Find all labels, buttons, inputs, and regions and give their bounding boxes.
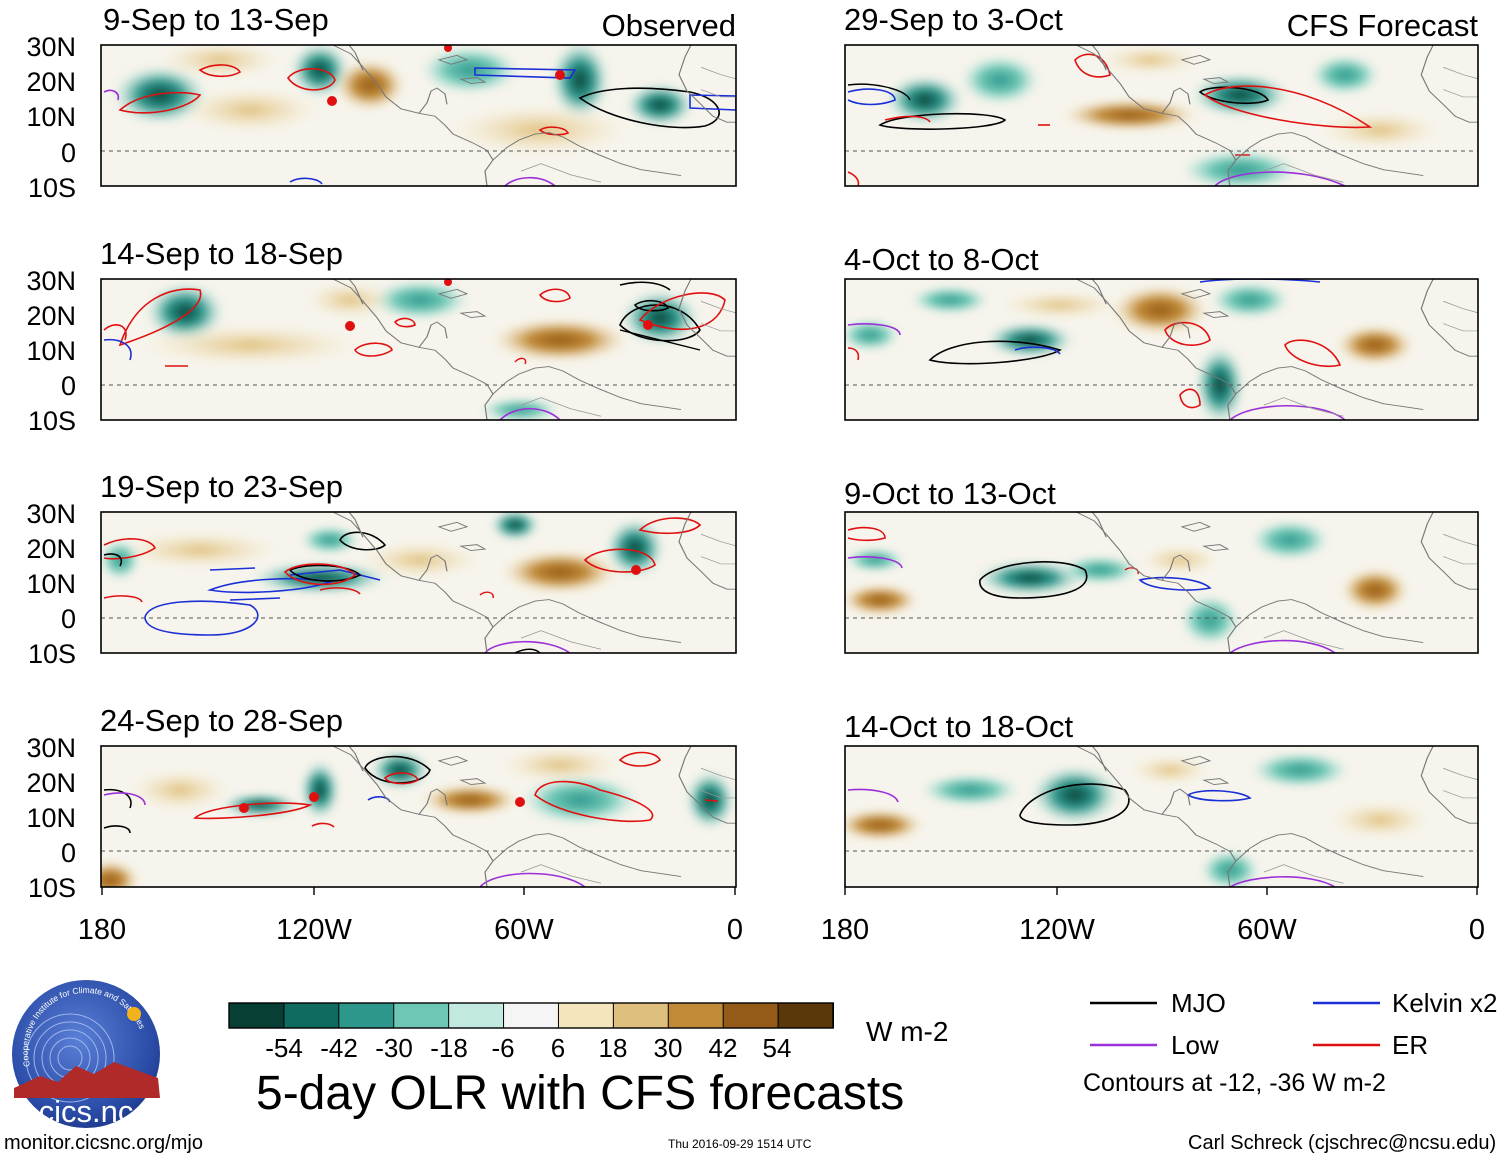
colorbar-label: 42 <box>708 1033 738 1063</box>
colorbar-label: -6 <box>491 1033 515 1063</box>
contour-lines <box>103 281 726 420</box>
lon-label: 120W <box>276 914 352 946</box>
colorbar-swatch <box>777 1002 834 1029</box>
lon-label: 180 <box>77 914 127 946</box>
lon-label: 60W <box>494 914 554 946</box>
colorbar-swatch <box>722 1002 780 1029</box>
lat-label: 10S <box>27 873 76 903</box>
map-panel-fc-3 <box>845 512 1478 653</box>
lat-label: 10N <box>26 102 76 132</box>
colorbar <box>228 1002 834 1029</box>
map-panel-fc-4 <box>845 746 1478 887</box>
cics-logo-icon: Cooperative Institute for Climate and Sa… <box>12 980 160 1129</box>
lat-label: 0 <box>60 138 76 168</box>
colorbar-label: 30 <box>653 1033 683 1063</box>
lat-label: 10N <box>26 803 76 833</box>
colorbar-swatch <box>667 1002 725 1029</box>
map-panel-fc-2 <box>845 279 1478 420</box>
legend-note: Contours at -12, -36 W m-2 <box>1083 1069 1386 1097</box>
logo-text: cics.nc <box>39 1094 134 1129</box>
colorbar-swatch <box>612 1002 670 1029</box>
map-panel-obs-1 <box>101 45 736 186</box>
storm-marker-icon <box>309 792 319 802</box>
storm-marker-icon <box>631 565 641 575</box>
colorbar-swatch <box>228 1002 285 1029</box>
contour-lines <box>847 526 1336 653</box>
storm-marker-icon <box>327 96 337 106</box>
lon-label: 0 <box>1468 914 1486 946</box>
map-panel-fc-1 <box>845 45 1478 186</box>
map-panel-obs-3 <box>101 512 736 653</box>
axis-ticks <box>101 887 1478 895</box>
lat-label: 20N <box>26 534 76 564</box>
lon-label: 180 <box>820 914 870 946</box>
lat-label: 10S <box>27 639 76 669</box>
storm-marker-icon <box>515 797 525 807</box>
colorbar-units: W m-2 <box>866 1016 949 1047</box>
lat-label: 0 <box>60 838 76 868</box>
storm-marker-icon <box>444 45 452 52</box>
main-title: 5-day OLR with CFS forecasts <box>256 1067 905 1120</box>
legend-label-kelvin: Kelvin x2 <box>1392 988 1498 1018</box>
colorbar-label: -42 <box>320 1033 358 1063</box>
panel-title-obs-4: 24-Sep to 28-Sep <box>100 703 344 738</box>
storm-marker-icon <box>643 320 653 330</box>
lon-label: 0 <box>726 914 744 946</box>
colorbar-label: -54 <box>265 1033 303 1063</box>
storm-marker-icon <box>345 321 355 331</box>
lon-label: 60W <box>1237 914 1297 946</box>
lat-label: 30N <box>26 32 76 62</box>
footer-author: Carl Schreck (cjschrec@ncsu.edu) <box>1188 1132 1497 1154</box>
panel-title-obs-2: 14-Sep to 18-Sep <box>100 236 344 271</box>
colorbar-swatch <box>503 1002 560 1029</box>
contour-lines <box>847 53 1373 186</box>
storm-marker-icon <box>555 70 565 80</box>
lat-label: 0 <box>60 371 76 401</box>
colorbar-label: 18 <box>598 1033 628 1063</box>
legend-swatches <box>1090 1001 1380 1047</box>
lat-label: 10N <box>26 569 76 599</box>
lat-label: 20N <box>26 67 76 97</box>
contour-lines <box>847 783 1336 887</box>
lat-label: 10S <box>27 406 76 436</box>
colorbar-swatch <box>338 1002 395 1029</box>
lat-label: 10S <box>27 173 76 203</box>
lat-label: 30N <box>26 266 76 296</box>
colorbar-swatch <box>393 1002 450 1029</box>
map-panel-obs-2 <box>101 279 736 420</box>
contour-lines <box>103 64 736 186</box>
panel-title-obs-1: 9-Sep to 13-Sep <box>103 2 329 37</box>
colorbar-swatch <box>448 1002 505 1029</box>
observed-label: Observed <box>601 8 736 43</box>
forecast-label: CFS Forecast <box>1286 8 1478 43</box>
contour-lines <box>103 517 702 653</box>
lat-label: 30N <box>26 499 76 529</box>
colorbar-swatch <box>283 1002 340 1029</box>
panel-title-fc-3: 9-Oct to 13-Oct <box>844 476 1056 511</box>
lat-label: 20N <box>26 301 76 331</box>
colorbar-swatch <box>557 1002 615 1029</box>
colorbar-label: -30 <box>375 1033 413 1063</box>
map-panel-obs-4 <box>101 746 736 887</box>
colorbar-label: -18 <box>430 1033 468 1063</box>
lon-label: 120W <box>1019 914 1095 946</box>
legend-label-low: Low <box>1171 1030 1219 1060</box>
colorbar-label: 54 <box>762 1033 792 1063</box>
legend-label-er: ER <box>1392 1030 1429 1060</box>
panel-title-obs-3: 19-Sep to 23-Sep <box>100 469 344 504</box>
panel-title-fc-2: 4-Oct to 8-Oct <box>844 242 1039 277</box>
legend-label-mjo: MJO <box>1171 988 1226 1018</box>
lat-label: 10N <box>26 336 76 366</box>
storm-marker-icon <box>239 803 249 813</box>
footer-timestamp: Thu 2016-09-29 1514 UTC <box>668 1137 812 1151</box>
panel-title-fc-4: 14-Oct to 18-Oct <box>844 709 1074 744</box>
lat-label: 0 <box>60 604 76 634</box>
footer-url[interactable]: monitor.cicsnc.org/mjo <box>4 1132 203 1154</box>
lat-label: 30N <box>26 733 76 763</box>
panel-title-fc-1: 29-Sep to 3-Oct <box>844 2 1063 37</box>
colorbar-label: 6 <box>550 1033 566 1063</box>
storm-marker-icon <box>444 279 452 286</box>
lat-label: 20N <box>26 768 76 798</box>
